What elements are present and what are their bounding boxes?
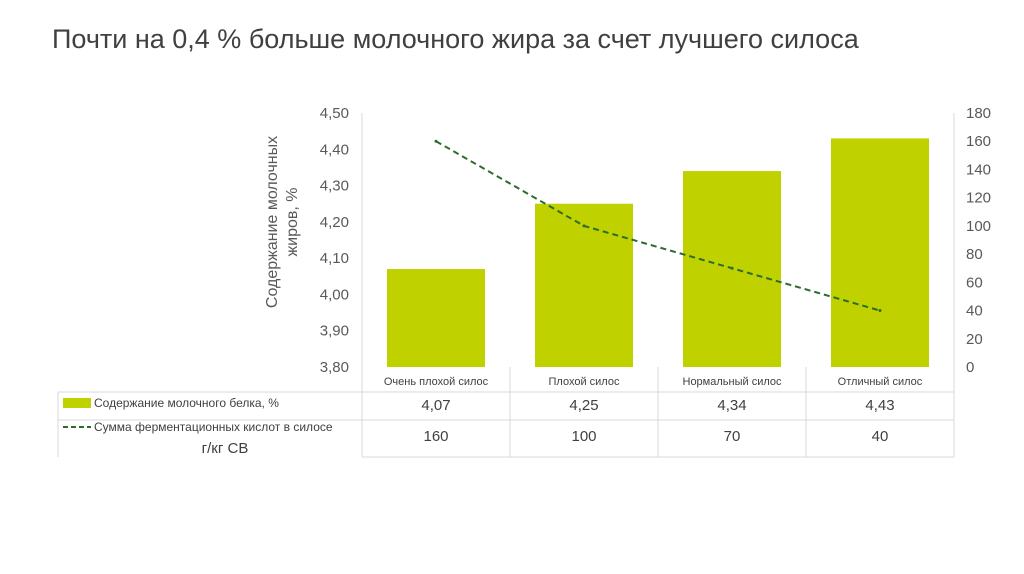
table-unit-label: г/кг СВ (202, 440, 249, 457)
y-axis-label: Содержание молочных жиров, % (264, 136, 301, 308)
data-table: Очень плохой силос Плохой силос Нормальный… (57, 367, 955, 458)
left-tick-label: 3,80 (320, 359, 349, 376)
left-tick-label: 4,20 (320, 214, 349, 231)
line-value-label: 70 (724, 428, 741, 445)
bar-value-label: 4,25 (569, 397, 598, 414)
line-value-label: 40 (872, 428, 889, 445)
left-tick-label: 4,50 (320, 105, 349, 122)
line-value-label: 160 (423, 428, 448, 445)
series-line (435, 140, 881, 312)
bar-series (387, 138, 929, 367)
legend-bar-label: Содержание молочного белка, % (94, 396, 279, 410)
line-point (434, 139, 438, 143)
page-title: Почти на 0,4 % больше молочного жира за … (52, 24, 859, 54)
line-point (582, 224, 586, 228)
category-label: Плохой силос (549, 376, 620, 388)
left-tick-label: 4,10 (320, 250, 349, 267)
bar (535, 203, 633, 367)
bar-value-label: 4,07 (421, 397, 450, 414)
left-tick-label: 4,00 (320, 286, 349, 303)
line-point (878, 309, 882, 313)
right-tick-label: 60 (966, 274, 983, 291)
bar (831, 138, 929, 367)
line-series (434, 139, 882, 313)
category-label: Нормальный силос (683, 376, 782, 388)
right-tick-label: 100 (966, 218, 991, 235)
left-tick-label: 4,30 (320, 178, 349, 195)
right-tick-label: 140 (966, 161, 991, 178)
right-tick-label: 160 (966, 133, 991, 150)
legend-bar-swatch (63, 398, 91, 408)
right-tick-label: 40 (966, 303, 983, 320)
right-tick-label: 180 (966, 105, 991, 122)
category-label: Отличный силос (838, 376, 923, 388)
line-point (730, 266, 734, 270)
left-tick-label: 3,90 (320, 323, 349, 340)
category-label: Очень плохой силос (384, 376, 489, 388)
line-value-label: 100 (571, 428, 596, 445)
right-axis-ticks: 0 20 40 60 80 100 120 140 160 180 (966, 105, 991, 376)
right-tick-label: 120 (966, 190, 991, 207)
left-axis-ticks: 3,80 3,90 4,00 4,10 4,20 4,30 4,40 4,50 (320, 105, 349, 376)
legend-line-label: Сумма ферментационных кислот в силосе (94, 420, 333, 434)
bar-value-label: 4,34 (717, 397, 746, 414)
chart-frame (361, 113, 955, 367)
right-tick-label: 20 (966, 331, 983, 348)
bar (387, 269, 485, 367)
left-tick-label: 4,40 (320, 141, 349, 158)
bar-value-label: 4,43 (865, 397, 894, 414)
right-tick-label: 80 (966, 246, 983, 263)
right-tick-label: 0 (966, 359, 974, 376)
